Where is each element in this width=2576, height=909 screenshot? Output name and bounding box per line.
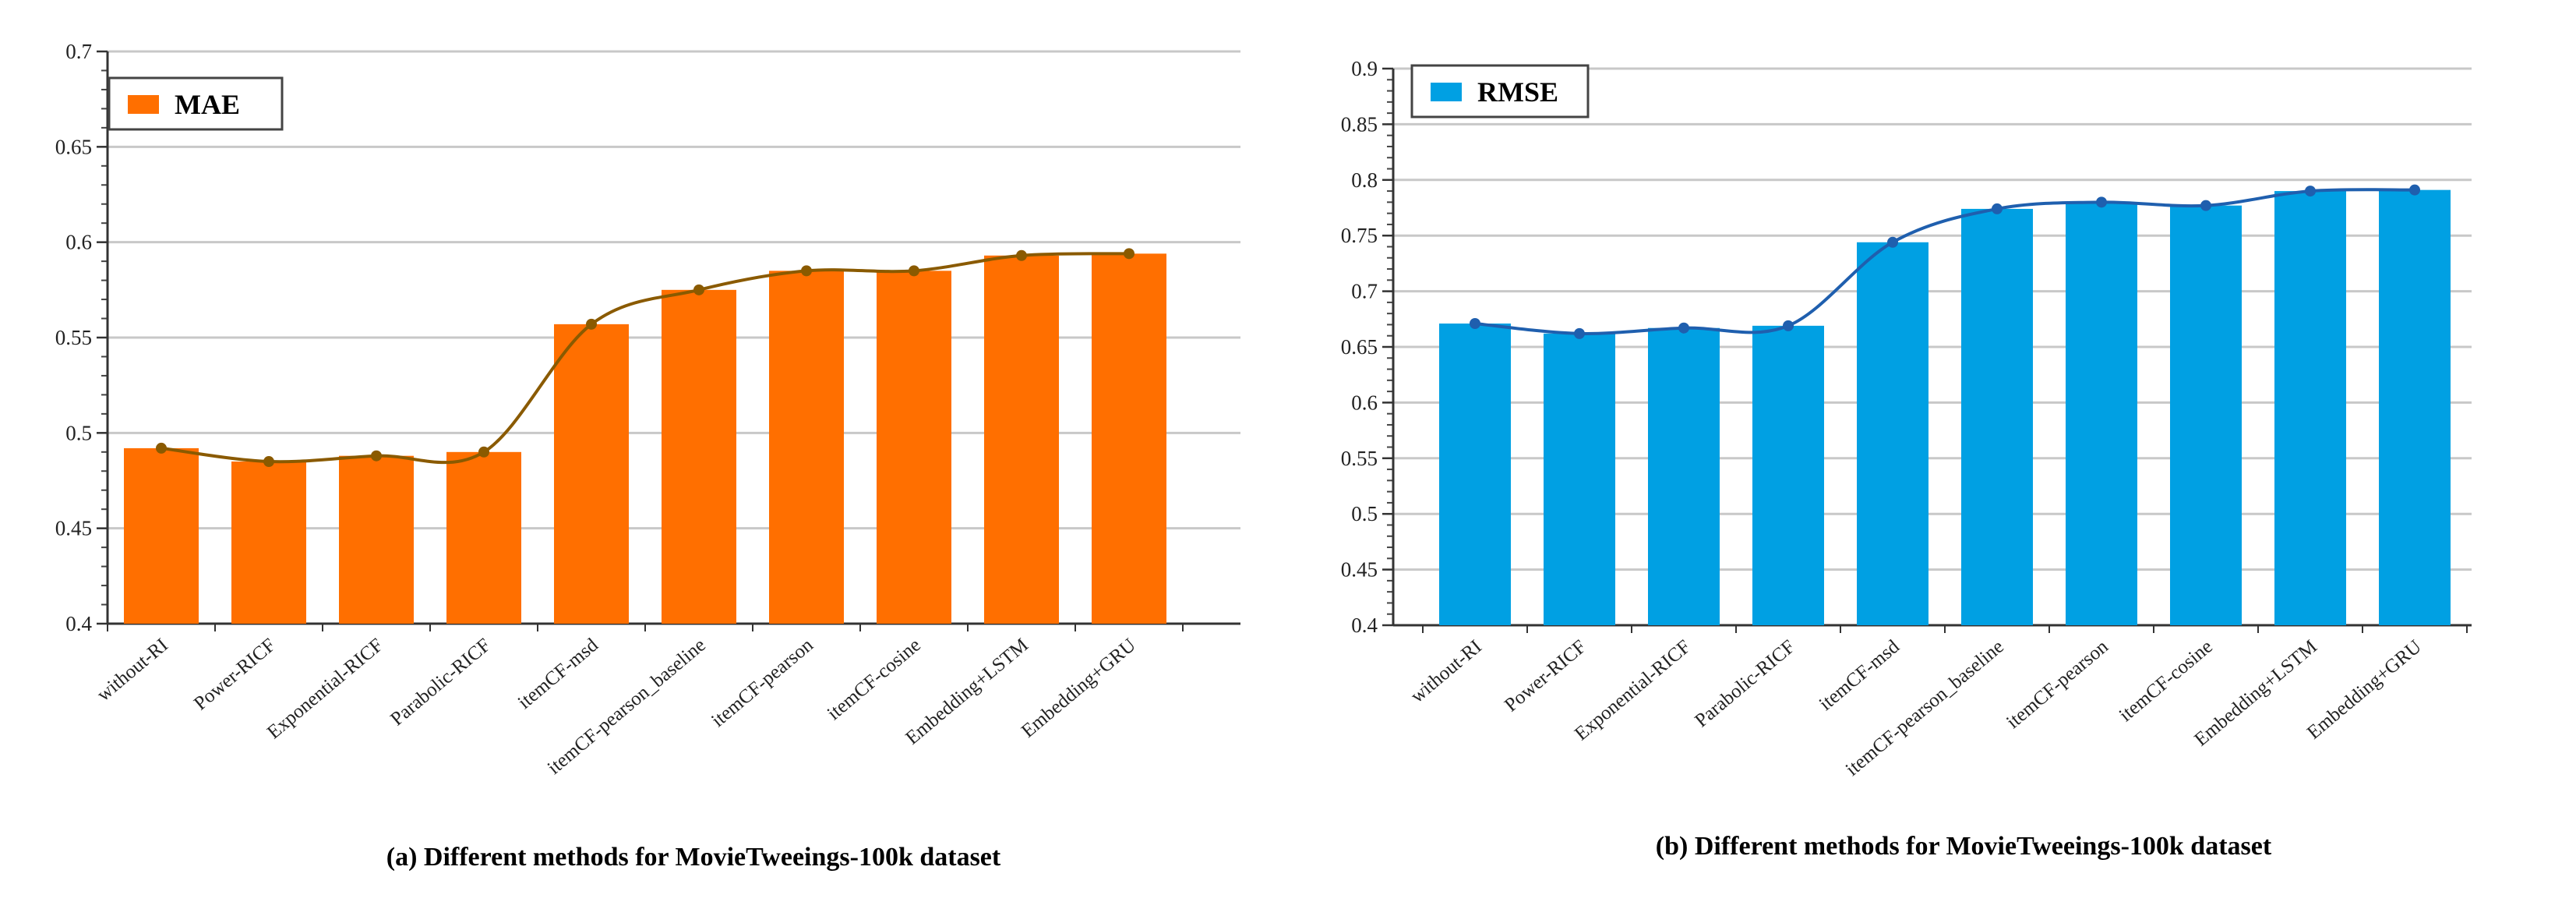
- y-tick-label: 0.7: [1351, 280, 1378, 303]
- rmse-chart: 0.4 0.45 0.5 0.55 0.6 0.65 0.7 0.75 0.8 0.85 0.9 wi…: [1341, 57, 2472, 861]
- bar: [769, 271, 844, 624]
- y-tick-label: 0.5: [1351, 502, 1378, 525]
- legend-swatch: [128, 95, 159, 114]
- y-tick-label: 0.6: [1351, 391, 1378, 414]
- data-point: [478, 446, 489, 458]
- bar: [662, 289, 736, 624]
- x-tick-label: Power-RICF: [1501, 636, 1590, 716]
- trend-line: [161, 252, 1130, 465]
- y-tick-label: 0.6: [65, 231, 92, 254]
- x-tick-label: itemCF-cosine: [824, 635, 925, 724]
- y-tick-label: 0.65: [55, 135, 92, 158]
- data-point: [1992, 203, 2003, 214]
- y-tick-label: 0.75: [1341, 224, 1378, 247]
- legend-swatch: [1431, 83, 1462, 101]
- data-point: [263, 456, 274, 468]
- y-tick-label: 0.9: [1351, 57, 1378, 80]
- y-tick-label: 0.55: [55, 326, 92, 349]
- legend-label: MAE: [175, 89, 240, 120]
- x-tick-label: without-RI: [1406, 636, 1485, 707]
- bar: [2170, 205, 2242, 625]
- x-tick-label: Parabolic-RICF: [386, 635, 495, 730]
- data-point: [1678, 322, 1689, 334]
- x-tick-label: itemCF-cosine: [2115, 636, 2217, 726]
- data-point: [586, 318, 597, 330]
- data-point: [909, 265, 919, 277]
- mae-chart: 0.4 0.45 0.5 0.55 0.6 0.65 0.7 without-RI Power-…: [55, 40, 1240, 872]
- data-point: [156, 442, 167, 454]
- trend-line: [1474, 188, 2415, 335]
- bar: [877, 271, 951, 624]
- y-tick-label: 0.45: [55, 517, 92, 540]
- chart-caption: (b) Different methods for MovieTweeings-…: [1656, 832, 2272, 861]
- x-tick-label: itemCF-msd: [514, 635, 603, 713]
- bar: [984, 255, 1059, 624]
- data-point: [1887, 236, 1898, 248]
- chart-caption: (a) Different methods for MovieTweeings-…: [386, 843, 1001, 872]
- bar: [2379, 189, 2451, 626]
- data-point: [1124, 248, 1134, 260]
- x-tick-label: Power-RICF: [190, 635, 280, 715]
- bar: [231, 462, 306, 624]
- data-point: [801, 265, 812, 277]
- bar: [339, 455, 414, 624]
- data-point: [1783, 320, 1794, 331]
- bar: [1092, 253, 1166, 624]
- bar: [554, 324, 629, 624]
- data-point: [2305, 186, 2316, 197]
- x-tick-label: Parabolic-RICF: [1691, 636, 1799, 731]
- y-tick-label: 0.65: [1341, 335, 1378, 359]
- y-tick-label: 0.4: [65, 612, 92, 635]
- legend: MAE: [108, 76, 284, 131]
- y-tick-label: 0.55: [1341, 447, 1378, 470]
- bar: [1857, 242, 1928, 625]
- x-tick-label: without-RI: [93, 635, 171, 706]
- bar: [1961, 208, 2033, 626]
- y-tick-label: 0.4: [1351, 614, 1378, 637]
- data-point: [693, 284, 704, 295]
- x-tick-label: Embedding+GRU: [1018, 635, 1140, 742]
- x-tick-label: itemCF-pearson: [2003, 636, 2112, 734]
- data-point: [371, 450, 382, 462]
- bar: [1752, 325, 1824, 625]
- y-tick-label: 0.45: [1341, 558, 1378, 582]
- bar: [446, 451, 521, 624]
- bar: [1648, 327, 1720, 625]
- bar: [2274, 191, 2346, 625]
- x-tick-label: itemCF-pearson: [708, 635, 817, 732]
- x-tick-label: itemCF-msd: [1816, 636, 1904, 715]
- y-tick-label: 0.8: [1351, 168, 1378, 192]
- data-point: [1470, 318, 1480, 330]
- data-point: [2200, 200, 2211, 211]
- data-point: [1574, 327, 1585, 339]
- y-tick-label: 0.85: [1341, 112, 1378, 136]
- data-point: [2409, 184, 2420, 196]
- x-tick-label: Exponential-RICF: [263, 635, 387, 743]
- bar: [2066, 202, 2137, 625]
- legend-label: RMSE: [1477, 76, 1558, 108]
- bar: [1439, 324, 1511, 625]
- x-tick-label: Embedding+GRU: [2303, 636, 2426, 744]
- bar: [124, 447, 199, 624]
- y-tick-label: 0.7: [65, 40, 92, 63]
- bar: [1544, 333, 1615, 625]
- y-tick-label: 0.5: [65, 421, 92, 444]
- legend: RMSE: [1410, 64, 1590, 118]
- data-point: [1016, 249, 1027, 261]
- data-point: [2096, 196, 2107, 208]
